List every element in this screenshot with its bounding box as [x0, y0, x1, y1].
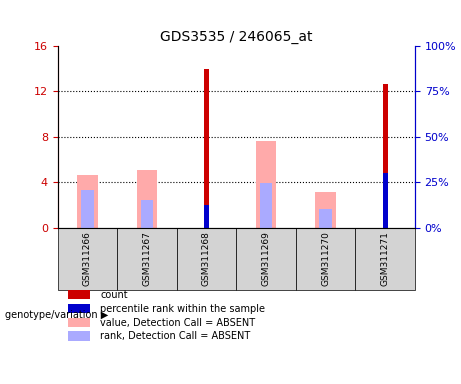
Text: GSM311267: GSM311267	[142, 231, 152, 286]
Text: GSM311266: GSM311266	[83, 231, 92, 286]
Bar	[68, 304, 90, 313]
FancyBboxPatch shape	[177, 228, 236, 290]
Text: rank, Detection Call = ABSENT: rank, Detection Call = ABSENT	[100, 331, 251, 341]
FancyBboxPatch shape	[58, 228, 117, 290]
Bar	[136, 170, 157, 228]
Bar	[68, 331, 90, 341]
Bar	[81, 190, 94, 228]
Bar	[204, 205, 209, 228]
Bar	[383, 84, 388, 228]
Text: count: count	[100, 290, 128, 300]
Text: GSM311271: GSM311271	[381, 231, 390, 286]
FancyBboxPatch shape	[296, 228, 355, 290]
Text: GSM311270: GSM311270	[321, 231, 330, 286]
Title: GDS3535 / 246065_at: GDS3535 / 246065_at	[160, 30, 313, 44]
Bar	[319, 210, 332, 228]
Bar	[68, 318, 90, 327]
Text: percentile rank within the sample: percentile rank within the sample	[100, 304, 266, 314]
Bar	[383, 173, 388, 228]
Bar	[255, 141, 277, 228]
Bar	[141, 200, 153, 228]
Bar	[260, 184, 272, 228]
FancyBboxPatch shape	[355, 228, 415, 290]
Text: genotype/variation ▶: genotype/variation ▶	[5, 310, 108, 320]
Text: GSM311269: GSM311269	[261, 231, 271, 286]
Bar	[68, 290, 90, 299]
FancyBboxPatch shape	[117, 228, 177, 290]
FancyBboxPatch shape	[236, 228, 296, 290]
Text: GSM311268: GSM311268	[202, 231, 211, 286]
Text: value, Detection Call = ABSENT: value, Detection Call = ABSENT	[100, 318, 255, 328]
Bar	[204, 69, 209, 228]
Bar	[77, 175, 98, 228]
Bar	[315, 192, 336, 228]
